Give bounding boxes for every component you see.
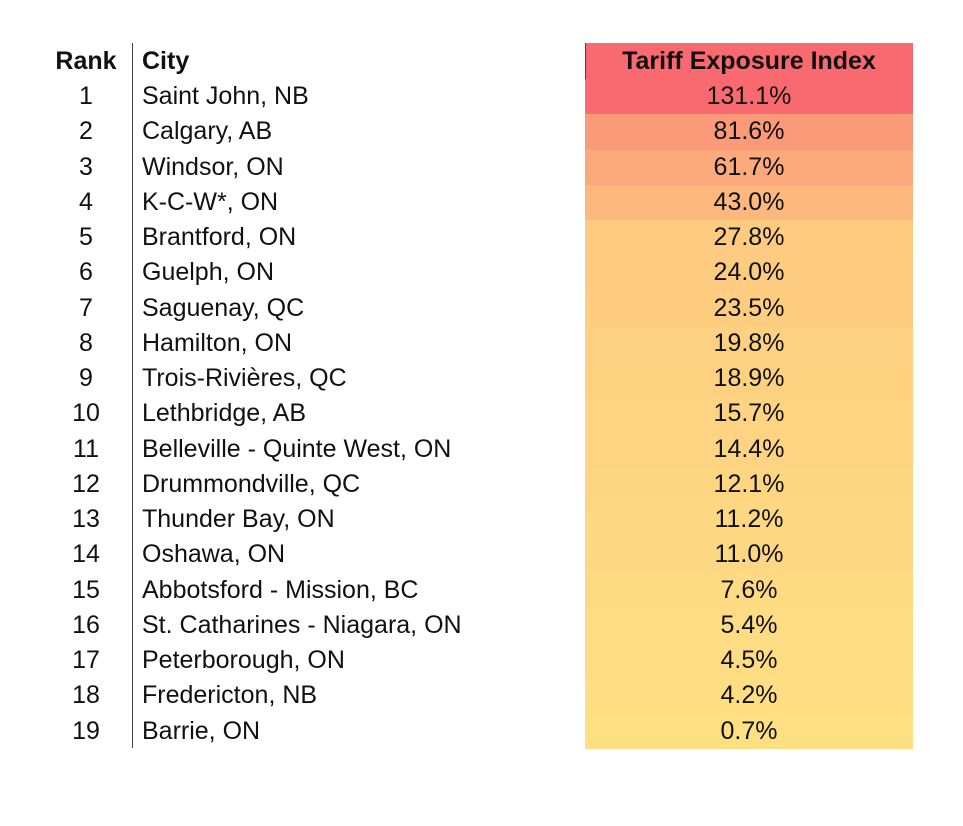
table-row: 18 Fredericton, NB 4.2% [0, 678, 963, 714]
table-row: 15 Abbotsford - Mission, BC 7.6% [0, 572, 963, 608]
index-value-cell: 81.6% [585, 114, 913, 150]
index-value-cell: 4.2% [585, 678, 913, 714]
table-row: 1 Saint John, NB 131.1% [0, 79, 963, 115]
city-cell: Fredericton, NB [142, 681, 318, 710]
rank-cell: 19 [72, 716, 100, 745]
table-row: 16 St. Catharines - Niagara, ON 5.4% [0, 607, 963, 644]
city-cell: Peterborough, ON [142, 646, 345, 675]
rank-cell: 4 [79, 187, 93, 216]
rank-cell: 6 [79, 258, 93, 287]
table-row: 19 Barrie, ON 0.7% [0, 713, 963, 749]
index-value-cell: 43.0% [585, 184, 913, 221]
index-value-cell: 7.6% [585, 572, 913, 608]
table-row: 13 Thunder Bay, ON 11.2% [0, 502, 963, 538]
city-cell: Brantford, ON [142, 223, 297, 252]
city-cell: Abbotsford - Mission, BC [142, 575, 419, 604]
city-cell: Calgary, AB [142, 117, 273, 146]
table-row: 7 Saguenay, QC 23.5% [0, 290, 963, 326]
index-value-cell: 11.0% [585, 537, 913, 573]
rank-cell: 9 [79, 364, 93, 393]
rank-column-divider [132, 43, 133, 748]
index-value-cell: 23.5% [585, 290, 913, 326]
rank-cell: 16 [72, 610, 100, 639]
table-row: 9 Trois-Rivières, QC 18.9% [0, 361, 963, 397]
index-value-cell: 24.0% [585, 255, 913, 291]
rank-cell: 17 [72, 646, 100, 675]
rank-cell: 3 [79, 152, 93, 181]
rank-cell: 1 [79, 82, 93, 110]
index-value-cell: 19.8% [585, 325, 913, 362]
city-cell: Thunder Bay, ON [142, 505, 335, 534]
index-column-header: Tariff Exposure Index [585, 43, 913, 79]
table-row: 4 K-C-W*, ON 43.0% [0, 184, 963, 221]
city-cell: Hamilton, ON [142, 328, 293, 357]
city-cell: Belleville - Quinte West, ON [142, 434, 452, 463]
index-value-cell: 5.4% [585, 607, 913, 644]
city-cell: Saint John, NB [142, 82, 309, 110]
city-column-header: City [142, 47, 190, 75]
index-value-cell: 14.4% [585, 431, 913, 467]
rank-cell: 10 [72, 399, 100, 428]
index-value-cell: 15.7% [585, 396, 913, 432]
rank-cell: 5 [79, 223, 93, 252]
index-value-cell: 61.7% [585, 149, 913, 185]
city-cell: Drummondville, QC [142, 469, 361, 498]
rank-cell: 2 [79, 117, 93, 146]
city-cell: Oshawa, ON [142, 540, 286, 569]
city-cell: Saguenay, QC [142, 293, 305, 322]
city-cell: Barrie, ON [142, 716, 261, 745]
table-row: 17 Peterborough, ON 4.5% [0, 643, 963, 679]
table-row: 8 Hamilton, ON 19.8% [0, 325, 963, 362]
index-value-cell: 131.1% [585, 79, 913, 115]
city-cell: Windsor, ON [142, 152, 284, 181]
rank-cell: 15 [72, 575, 100, 604]
index-value-cell: 4.5% [585, 643, 913, 679]
city-cell: St. Catharines - Niagara, ON [142, 610, 462, 639]
table-row: 12 Drummondville, QC 12.1% [0, 466, 963, 503]
index-value-cell: 12.1% [585, 466, 913, 503]
rank-cell: 12 [72, 469, 100, 498]
table-row: 5 Brantford, ON 27.8% [0, 220, 963, 256]
rank-cell: 18 [72, 681, 100, 710]
index-value-cell: 18.9% [585, 361, 913, 397]
city-cell: Lethbridge, AB [142, 399, 307, 428]
index-value-cell: 11.2% [585, 502, 913, 538]
table-row: 3 Windsor, ON 61.7% [0, 149, 963, 185]
table-row: 14 Oshawa, ON 11.0% [0, 537, 963, 573]
rank-cell: 13 [72, 505, 100, 534]
rank-column-header: Rank [55, 47, 117, 75]
rank-cell: 7 [79, 293, 93, 322]
rank-cell: 11 [73, 434, 99, 463]
index-value-cell: 27.8% [585, 220, 913, 256]
rank-cell: 8 [79, 328, 93, 357]
rank-cell: 14 [72, 540, 100, 569]
index-value-cell: 0.7% [585, 713, 913, 749]
city-cell: Guelph, ON [142, 258, 275, 287]
table-row: 10 Lethbridge, AB 15.7% [0, 396, 963, 432]
table-row: 11 Belleville - Quinte West, ON 14.4% [0, 431, 963, 467]
city-cell: K-C-W*, ON [142, 187, 279, 216]
table-row: 2 Calgary, AB 81.6% [0, 114, 963, 150]
city-cell: Trois-Rivières, QC [142, 364, 347, 393]
table-row: 6 Guelph, ON 24.0% [0, 255, 963, 291]
